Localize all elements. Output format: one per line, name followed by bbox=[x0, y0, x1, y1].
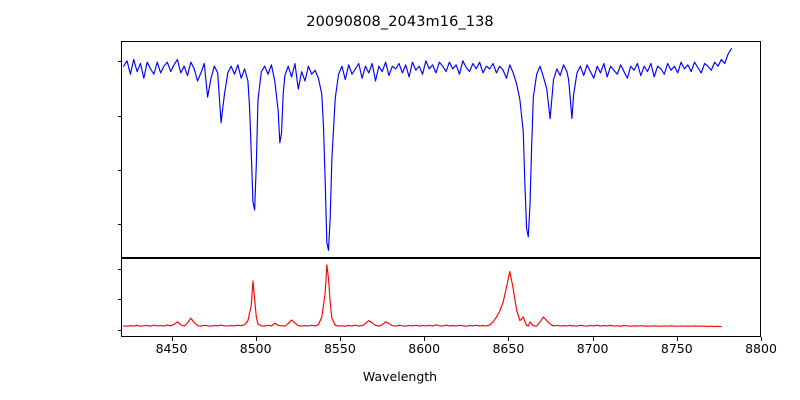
x-tick-label: 8450 bbox=[155, 341, 188, 356]
x-tick-label: 8600 bbox=[408, 341, 441, 356]
x-tick-mark bbox=[592, 337, 594, 341]
x-tick-label: 8500 bbox=[239, 341, 272, 356]
spectrum-axes bbox=[121, 41, 761, 258]
error-line-plot bbox=[122, 259, 760, 336]
figure-title: 20090808_2043m16_138 bbox=[306, 14, 494, 30]
spectrum-y-tick-mark bbox=[117, 169, 121, 171]
x-tick-mark bbox=[171, 337, 173, 341]
x-tick-label: 8650 bbox=[492, 341, 525, 356]
x-tick-mark bbox=[339, 337, 341, 341]
wavelength-axis-label: Wavelength bbox=[362, 369, 438, 384]
x-tick-mark bbox=[424, 337, 426, 341]
error-axes bbox=[121, 258, 761, 337]
x-tick-label: 8550 bbox=[323, 341, 356, 356]
x-tick-mark bbox=[508, 337, 510, 341]
x-tick-label: 8800 bbox=[745, 341, 777, 356]
x-tick-mark bbox=[761, 337, 763, 341]
x-tick-mark bbox=[676, 337, 678, 341]
spectrum-y-tick-mark bbox=[117, 61, 121, 63]
error-y-tick-mark bbox=[117, 268, 121, 270]
error-y-tick-mark bbox=[117, 299, 121, 301]
spectrum-y-tick-mark bbox=[117, 115, 121, 117]
spectrum-line-plot bbox=[122, 42, 760, 257]
x-tick-label: 8750 bbox=[660, 341, 693, 356]
x-tick-label: 8700 bbox=[576, 341, 609, 356]
error-y-tick-mark bbox=[117, 329, 121, 331]
spectrum-y-tick-mark bbox=[117, 224, 121, 226]
x-tick-mark bbox=[255, 337, 257, 341]
